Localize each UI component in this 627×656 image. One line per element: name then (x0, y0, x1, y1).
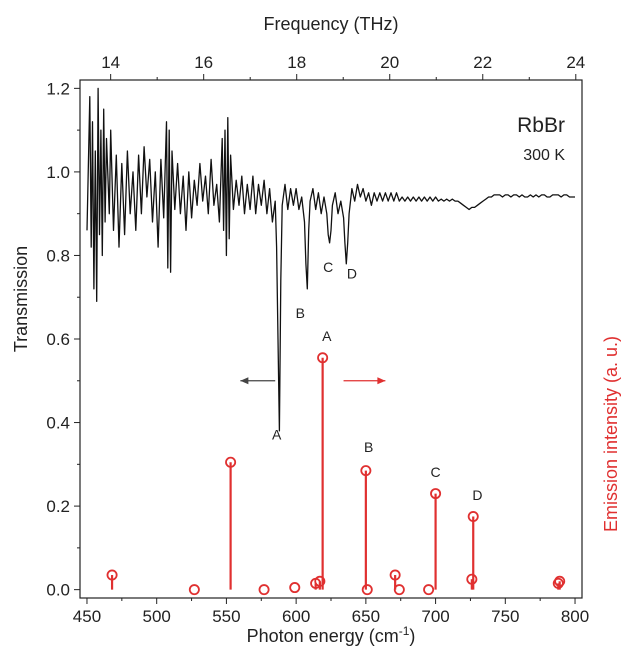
right-arrow-head (377, 377, 386, 385)
dip-label: D (347, 265, 357, 281)
y-tick-label: 0.4 (46, 414, 70, 433)
emission-point (423, 584, 435, 596)
chart-labels: 450 500 550 600 650 700 750 800 14 16 18 20 22 24 0.0 0… (11, 14, 621, 646)
top-tick-label: 22 (473, 53, 492, 72)
x-axis-title-main: Photon energy (cm (247, 626, 399, 646)
temperature-label: 300 K (523, 147, 565, 164)
emission-point (466, 573, 478, 585)
emission-point (188, 584, 200, 596)
x-axis-title-suffix: ) (409, 626, 415, 646)
emission-point (314, 575, 326, 587)
transmission-line (86, 87, 575, 432)
emission-point (554, 575, 566, 587)
x-axis-title: Photon energy (cm-1) (247, 624, 416, 646)
top-tick-label: 20 (380, 53, 399, 72)
emission-point (467, 511, 479, 523)
emission-point (389, 569, 401, 581)
top-axis-title: Frequency (THz) (263, 14, 398, 34)
chart-marks (86, 87, 575, 596)
peak-label: C (431, 464, 441, 480)
emission-point (361, 584, 373, 596)
x-tick-label: 700 (421, 607, 449, 626)
y-tick-label: 1.2 (46, 79, 70, 98)
emission-point (317, 352, 329, 364)
left-arrow-head (240, 377, 249, 385)
x-tick-label: 600 (282, 607, 310, 626)
y-tick-label: 0.0 (46, 581, 70, 600)
plot-area (74, 74, 583, 604)
y-tick-label: 0.8 (46, 246, 70, 265)
dip-label: B (296, 305, 305, 321)
y-tick-label: 1.0 (46, 163, 70, 182)
y-tick-label: 0.2 (46, 497, 70, 516)
emission-point (258, 584, 270, 596)
emission-point (106, 569, 118, 581)
x-axis-title-superscript: -1 (399, 624, 410, 638)
emission-point (552, 577, 564, 589)
x-tick-label: 500 (143, 607, 171, 626)
emission-point (393, 584, 405, 596)
peak-label: D (472, 487, 482, 503)
emission-point (430, 488, 442, 500)
top-tick-label: 14 (101, 53, 120, 72)
top-tick-label: 24 (566, 53, 585, 72)
dip-label: C (323, 259, 333, 275)
emission-point (360, 465, 372, 477)
emission-point (225, 456, 237, 468)
x-tick-label: 750 (491, 607, 519, 626)
y-tick-label: 0.6 (46, 330, 70, 349)
sample-label: RbBr (517, 114, 565, 137)
top-tick-label: 18 (287, 53, 306, 72)
y2-axis-title: Emission intensity (a. u.) (601, 336, 621, 532)
x-tick-label: 650 (352, 607, 380, 626)
emission-point (289, 582, 301, 594)
x-tick-label: 550 (212, 607, 240, 626)
x-tick-label: 800 (561, 607, 589, 626)
dip-label: A (272, 426, 282, 442)
y-axis-title: Transmission (11, 246, 31, 352)
peak-label: A (322, 328, 332, 344)
x-tick-label: 450 (73, 607, 101, 626)
peak-label: B (364, 439, 373, 455)
top-tick-label: 16 (194, 53, 213, 72)
